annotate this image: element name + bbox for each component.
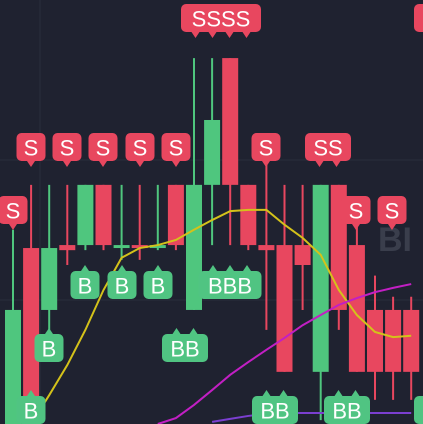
- marker-label: BB: [170, 337, 199, 362]
- candle-body: [403, 309, 420, 372]
- candle-body: [95, 184, 112, 246]
- marker-pointer: [209, 265, 217, 271]
- marker-pointer: [172, 161, 180, 167]
- marker-pointer: [352, 224, 360, 230]
- candle-body: [222, 58, 239, 185]
- candle-body: [294, 245, 311, 265]
- buy-marker: [162, 334, 208, 362]
- marker-label: SSSS: [192, 7, 251, 32]
- marker-pointer: [243, 265, 251, 271]
- candle-body: [240, 184, 257, 246]
- marker-label: BB: [332, 399, 361, 424]
- sell-marker: [161, 133, 191, 161]
- marker-pointer: [154, 265, 162, 271]
- marker-pointer: [242, 32, 251, 38]
- sell-marker: [52, 133, 82, 161]
- marker-label: BBB: [208, 274, 252, 299]
- sell-marker: [0, 196, 28, 224]
- candle-body: [149, 245, 166, 249]
- marker-label: S: [6, 199, 21, 224]
- marker-label: S: [96, 136, 111, 161]
- marker-pointer: [136, 161, 144, 167]
- sell-marker: [377, 196, 407, 224]
- sell-marker: [16, 133, 46, 161]
- buy-marker: [143, 271, 173, 299]
- marker-pointer: [334, 390, 343, 396]
- candle-body: [5, 309, 21, 424]
- marker-pointer: [332, 161, 341, 167]
- sell-marker: [181, 4, 261, 32]
- sell-marker: [125, 133, 155, 161]
- watermark: BI: [378, 221, 412, 259]
- candle-body: [167, 184, 184, 246]
- candle-body: [204, 119, 221, 185]
- candle-body: [77, 184, 94, 246]
- marker-label: S: [385, 199, 400, 224]
- marker-label: S: [169, 136, 184, 161]
- buy-marker: [70, 271, 100, 299]
- sell-marker: [251, 133, 281, 161]
- candle-body: [186, 184, 202, 310]
- sell-marker: [341, 196, 371, 224]
- buy-marker: [252, 396, 298, 424]
- clipped-marker: [414, 4, 423, 32]
- candle-body: [312, 184, 329, 372]
- candle-body: [59, 245, 76, 251]
- indicator-line: [157, 283, 412, 424]
- marker-pointer: [63, 161, 71, 167]
- sell-marker: [305, 133, 351, 161]
- marker-pointer: [315, 161, 324, 167]
- marker-label: S: [24, 136, 39, 161]
- marker-pointer: [172, 328, 181, 334]
- candle-body: [258, 245, 275, 251]
- marker-pointer: [118, 265, 126, 271]
- marker-pointer: [351, 390, 360, 396]
- marker-label: BB: [260, 399, 289, 424]
- marker-pointer: [27, 161, 35, 167]
- candle-body: [276, 245, 293, 372]
- candle-body: [367, 309, 383, 372]
- marker-pointer: [45, 328, 53, 334]
- marker-label: S: [259, 136, 274, 161]
- marker-label: SS: [313, 136, 342, 161]
- marker-label: B: [24, 399, 39, 424]
- buy-marker: [34, 334, 64, 362]
- candle-body: [41, 248, 58, 310]
- buy-marker: [324, 396, 370, 424]
- marker-pointer: [225, 32, 234, 38]
- marker-label: S: [60, 136, 75, 161]
- buy-marker: [198, 271, 262, 299]
- marker-label: B: [78, 274, 93, 299]
- clipped-marker: [414, 396, 423, 424]
- marker-pointer: [189, 328, 198, 334]
- marker-label: S: [349, 199, 364, 224]
- marker-pointer: [262, 161, 270, 167]
- marker-pointer: [262, 390, 271, 396]
- marker-pointer: [191, 32, 200, 38]
- marker-label: B: [115, 274, 130, 299]
- marker-pointer: [27, 390, 35, 396]
- marker-pointer: [99, 161, 107, 167]
- marker-pointer: [208, 32, 217, 38]
- buy-marker: [16, 396, 46, 424]
- candle-body: [385, 309, 402, 372]
- candle-body: [23, 248, 40, 400]
- marker-pointer: [81, 265, 89, 271]
- candle-body: [348, 245, 365, 372]
- marker-label: B: [151, 274, 166, 299]
- candle-body: [131, 245, 148, 249]
- sell-marker: [88, 133, 118, 161]
- marker-pointer: [388, 224, 396, 230]
- marker-pointer: [279, 390, 288, 396]
- buy-marker: [107, 271, 137, 299]
- marker-pointer: [226, 265, 234, 271]
- candle-body: [113, 245, 130, 249]
- marker-pointer: [9, 224, 17, 230]
- marker-label: S: [133, 136, 148, 161]
- marker-label: B: [42, 337, 57, 362]
- indicator-line: [211, 411, 412, 423]
